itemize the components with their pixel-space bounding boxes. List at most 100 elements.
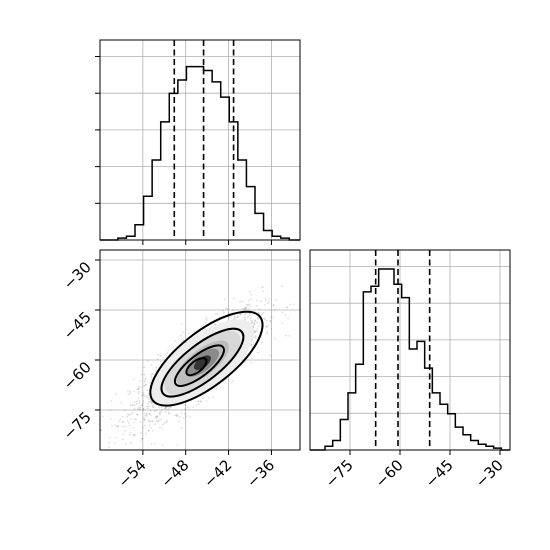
scatter-point — [222, 309, 224, 312]
scatter-point — [125, 443, 127, 446]
scatter-point — [133, 403, 136, 406]
scatter-point — [150, 402, 153, 405]
scatter-point — [138, 400, 141, 402]
scatter-point — [129, 404, 132, 406]
scatter-point — [223, 311, 225, 314]
density-xtick-label: −54 — [115, 456, 150, 491]
scatter-point — [128, 414, 131, 417]
scatter-point — [118, 420, 121, 423]
scatter-point — [258, 308, 261, 310]
scatter-point — [146, 412, 148, 415]
scatter-point — [249, 304, 252, 307]
scatter-point — [183, 412, 186, 415]
scatter-point — [149, 399, 152, 402]
scatter-point — [240, 313, 242, 316]
scatter-point — [285, 306, 288, 309]
scatter-point — [189, 416, 192, 418]
scatter-point — [133, 401, 136, 403]
scatter-point — [187, 332, 190, 335]
scatter-point — [205, 318, 208, 321]
scatter-point — [139, 406, 142, 409]
scatter-point — [126, 420, 129, 422]
scatter-point — [257, 317, 260, 320]
scatter-point — [243, 307, 246, 310]
scatter-point — [180, 427, 183, 429]
density-contour — [185, 357, 208, 377]
scatter-point — [146, 394, 148, 397]
scatter-point — [109, 418, 112, 420]
scatter-point — [264, 304, 266, 306]
scatter-point — [270, 328, 273, 330]
scatter-point — [140, 437, 143, 440]
scatter-point — [142, 402, 144, 405]
scatter-point — [215, 387, 218, 390]
scatter-point — [97, 429, 99, 431]
scatter-point — [141, 437, 144, 440]
scatter-point — [133, 434, 135, 436]
scatter-point — [155, 415, 158, 418]
scatter-point — [256, 304, 259, 307]
scatter-point — [166, 408, 169, 411]
density-contour — [149, 310, 264, 407]
scatter-point — [289, 303, 292, 306]
scatter-point — [154, 370, 157, 372]
scatter-point — [143, 418, 146, 421]
scatter-point — [200, 401, 203, 403]
scatter-point — [157, 353, 160, 356]
scatter-point — [199, 400, 202, 403]
scatter-point — [251, 322, 254, 324]
scatter-point — [121, 421, 124, 423]
scatter-point — [262, 290, 265, 292]
scatter-point — [115, 437, 118, 439]
scatter-point — [155, 366, 158, 369]
scatter-point — [288, 334, 291, 337]
scatter-point — [153, 410, 156, 413]
scatter-point — [128, 424, 131, 427]
scatter-point — [130, 413, 133, 415]
scatter-point — [147, 405, 150, 408]
scatter-point — [284, 314, 287, 317]
scatter-point — [142, 407, 145, 410]
scatter-point — [114, 442, 116, 445]
scatter-point — [250, 361, 253, 364]
scatter-point — [205, 400, 208, 402]
scatter-point — [269, 316, 272, 319]
scatter-point — [172, 346, 175, 349]
hist-y-frame — [309, 249, 511, 451]
scatter-point — [157, 420, 159, 422]
scatter-point — [256, 317, 259, 319]
scatter-point — [257, 351, 259, 354]
scatter-point — [254, 331, 256, 334]
scatter-point — [184, 408, 186, 411]
scatter-point — [114, 424, 117, 427]
scatter-point — [227, 312, 230, 315]
scatter-point — [146, 360, 149, 362]
scatter-point — [239, 300, 242, 303]
scatter-point — [257, 312, 260, 314]
scatter-point — [267, 302, 269, 305]
scatter-point — [117, 425, 119, 427]
scatter-point — [253, 323, 256, 325]
scatter-point — [146, 389, 149, 392]
scatter-point — [264, 318, 266, 321]
density-xtick-label: −36 — [243, 456, 278, 491]
scatter-point — [142, 400, 145, 402]
scatter-point — [281, 311, 284, 314]
scatter-point — [236, 316, 239, 319]
scatter-point — [139, 440, 142, 443]
scatter-point — [262, 286, 264, 288]
scatter-point — [150, 427, 153, 429]
scatter-point — [182, 417, 185, 420]
scatter-point — [233, 315, 235, 318]
scatter-point — [152, 405, 155, 408]
scatter-point — [251, 320, 254, 323]
scatter-point — [160, 406, 163, 409]
scatter-point — [196, 400, 199, 403]
scatter-point — [110, 400, 113, 402]
scatter-point — [143, 379, 146, 381]
scatter-point — [226, 308, 229, 311]
scatter-point — [150, 373, 153, 376]
scatter-point — [236, 316, 239, 318]
density-xtick-label: −42 — [200, 456, 235, 491]
scatter-point — [256, 299, 258, 302]
